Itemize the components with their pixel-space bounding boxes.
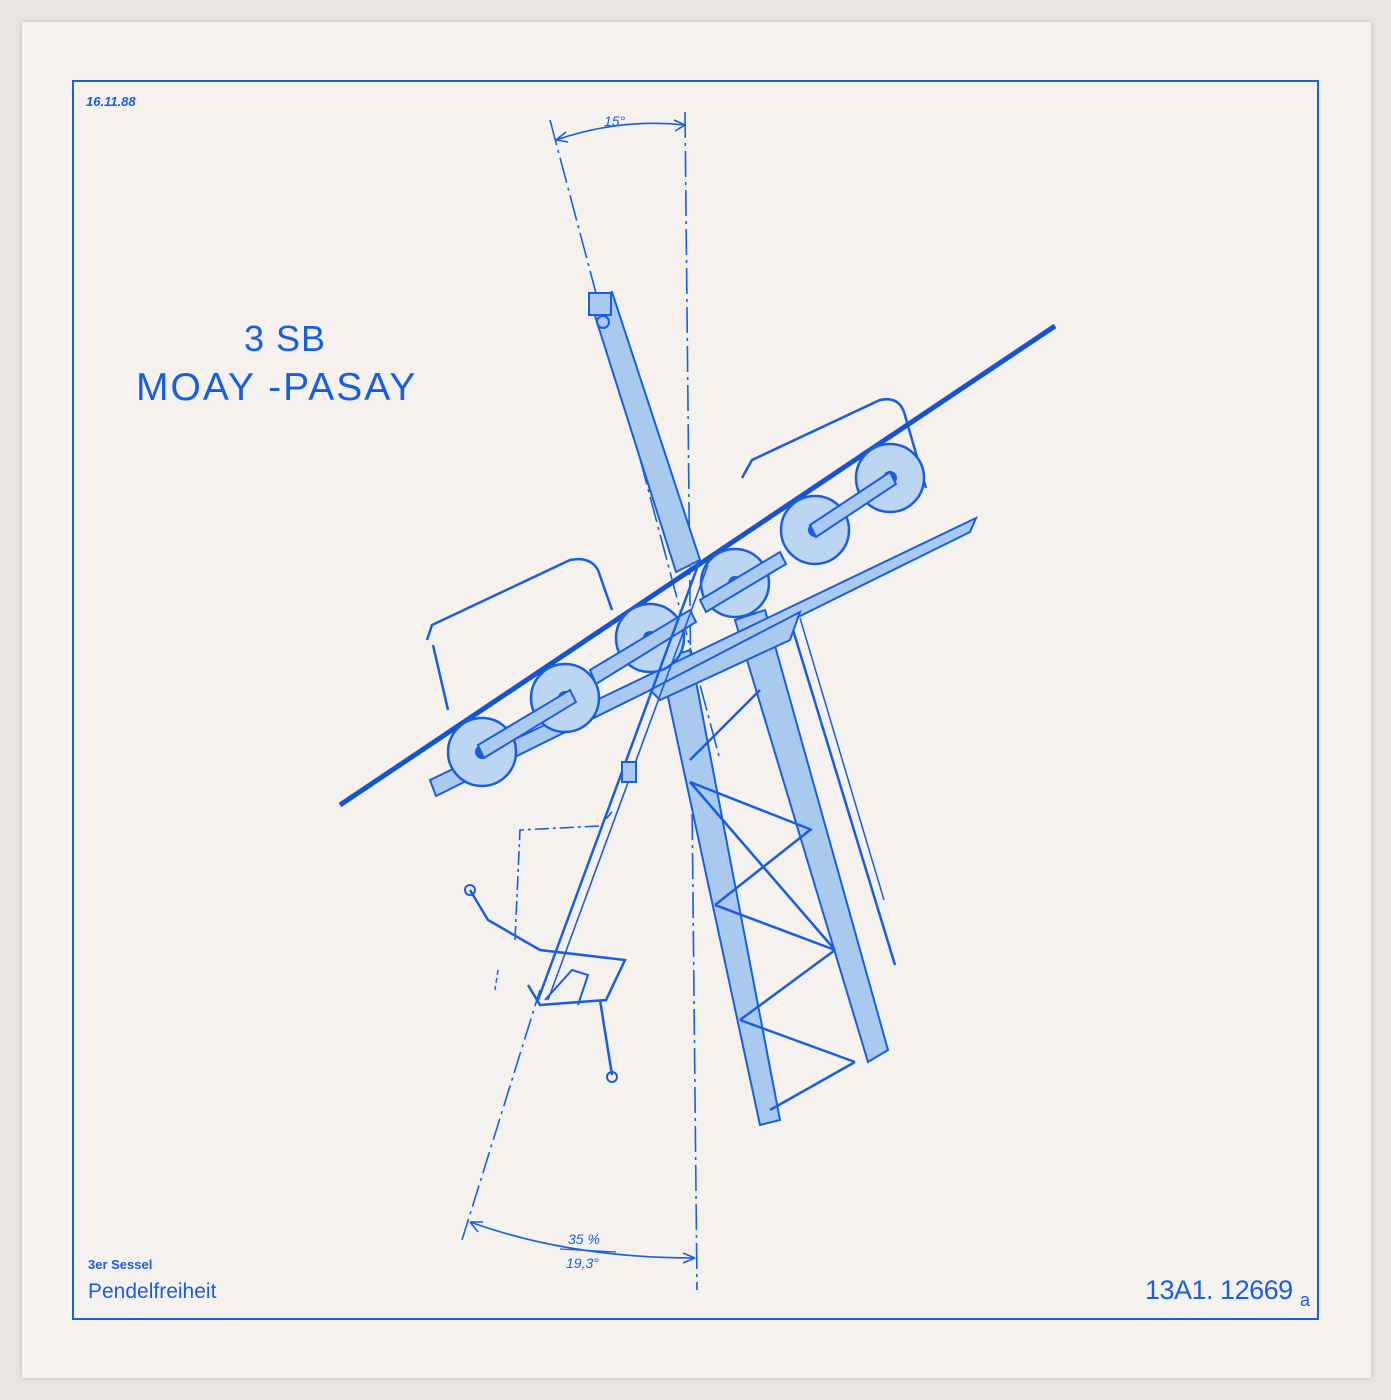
seat-frame-left [425, 557, 614, 641]
subtitle-line-1: 3er Sessel [88, 1257, 153, 1272]
sheave-rockers [476, 470, 898, 760]
bottom-angle-label: 19,3° [566, 1255, 599, 1271]
seat-frame-right [740, 398, 928, 489]
tower-lattice [689, 689, 856, 1112]
hanger-arm [536, 559, 702, 1001]
top-angle-label: 15° [604, 113, 626, 129]
drawing-border [72, 80, 1319, 1320]
subtitle-line-2: Pendelfreiheit [88, 1280, 217, 1303]
bottom-angle-arc [469, 1221, 696, 1259]
top-angle-arc [555, 122, 686, 141]
drawing-number-suffix: a [1300, 1290, 1311, 1310]
title-line-1: 3 SB [244, 318, 327, 359]
chair-seat [468, 889, 627, 1007]
tower-structure [588, 290, 890, 1127]
bottom-percent-label: 35 % [568, 1231, 600, 1247]
drawing-date: 16.11.88 [86, 94, 136, 109]
top-bracket [588, 292, 612, 316]
chair-silhouette [514, 811, 613, 941]
drawing-number: 13A1. 12669 [1145, 1275, 1293, 1305]
title-line-2: MOAY -PASAY [136, 366, 418, 409]
swing-axis-bottom [461, 989, 541, 1241]
